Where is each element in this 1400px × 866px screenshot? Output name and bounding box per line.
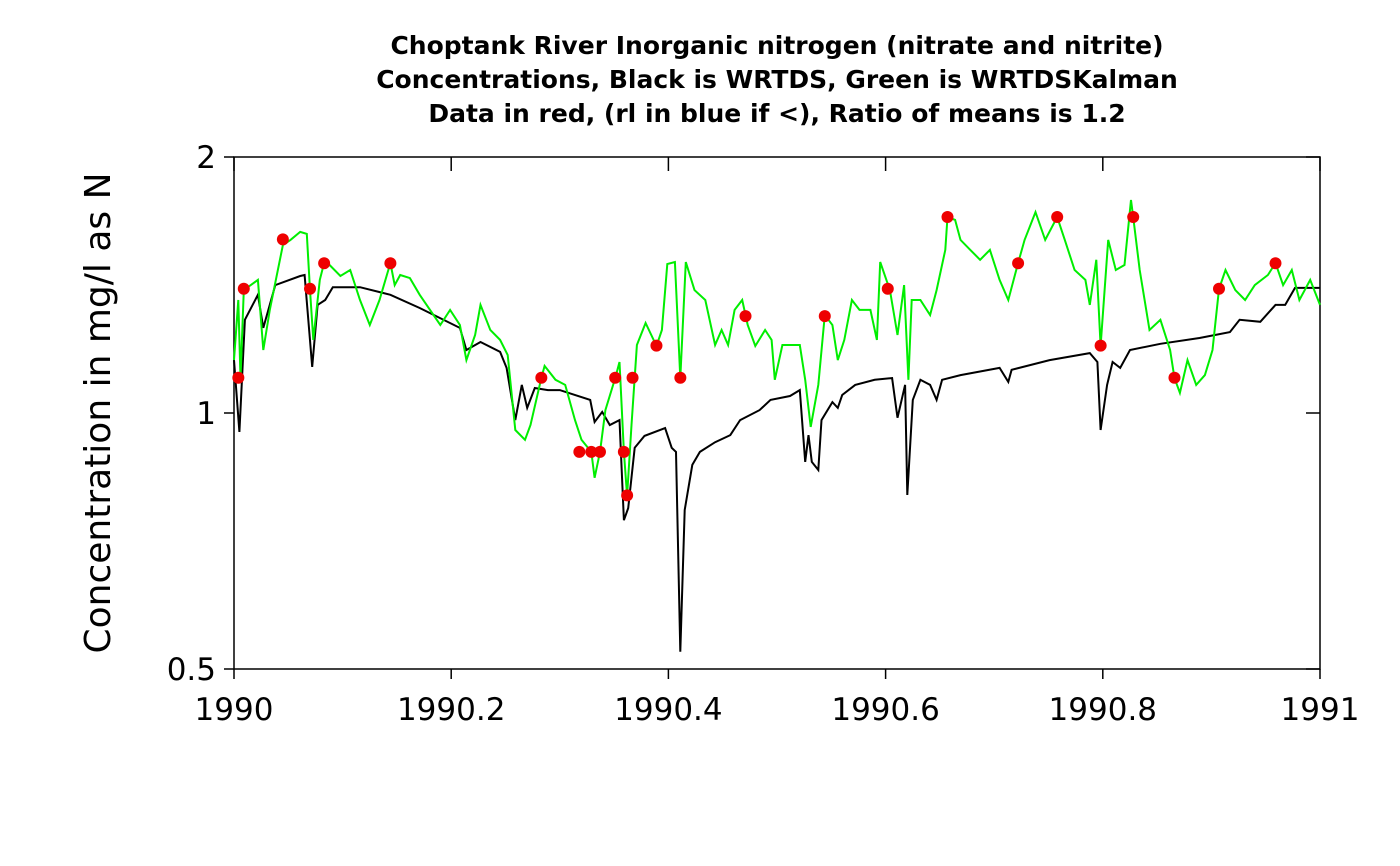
title: Choptank River Inorganic nitrogen (nitra… (376, 31, 1178, 128)
data-point (1094, 339, 1107, 352)
x-tick-label: 1990 (195, 692, 274, 728)
data-point (585, 445, 598, 458)
y-tick-label: 2 (196, 140, 216, 176)
data-point (1168, 371, 1181, 384)
y-axis-label: Concentration in mg/l as N (78, 172, 119, 653)
data-point (1051, 211, 1064, 224)
data-point (237, 282, 250, 295)
plot-frame (233, 156, 1321, 670)
data-point (304, 282, 317, 295)
title-line: Data in red, (rl in blue if <), Ratio of… (428, 99, 1125, 128)
y-tick-label: 0.5 (167, 652, 216, 688)
data-point (621, 489, 634, 502)
data-point (318, 257, 331, 270)
data-point (617, 445, 630, 458)
data-point (881, 282, 894, 295)
x-tick-label: 1991 (1281, 692, 1360, 728)
x-tick-label: 1990.2 (397, 692, 505, 728)
x-tick-label: 1990.4 (614, 692, 722, 728)
data-point (573, 445, 586, 458)
data-point (384, 257, 397, 270)
y-tick-label: 1 (196, 396, 216, 432)
series-line (233, 199, 1321, 496)
x-tick-label: 1990.6 (831, 692, 939, 728)
data-point (276, 233, 289, 246)
series-line (233, 273, 1320, 652)
data-point (593, 445, 606, 458)
data-point (1012, 257, 1025, 270)
data-point (609, 371, 622, 384)
title-line: Concentrations, Black is WRTDS, Green is… (376, 65, 1178, 94)
data-point (626, 371, 639, 384)
data-point (941, 211, 954, 224)
data-point (232, 371, 245, 384)
data-point (1127, 211, 1140, 224)
data-point (818, 310, 831, 323)
data-point (674, 371, 687, 384)
data-point (1269, 257, 1282, 270)
x-tick-label: 1990.8 (1049, 692, 1157, 728)
data-point (650, 339, 663, 352)
data-point (1213, 282, 1226, 295)
data-point (535, 371, 548, 384)
title-line: Choptank River Inorganic nitrogen (nitra… (390, 31, 1163, 60)
data-point (739, 310, 752, 323)
